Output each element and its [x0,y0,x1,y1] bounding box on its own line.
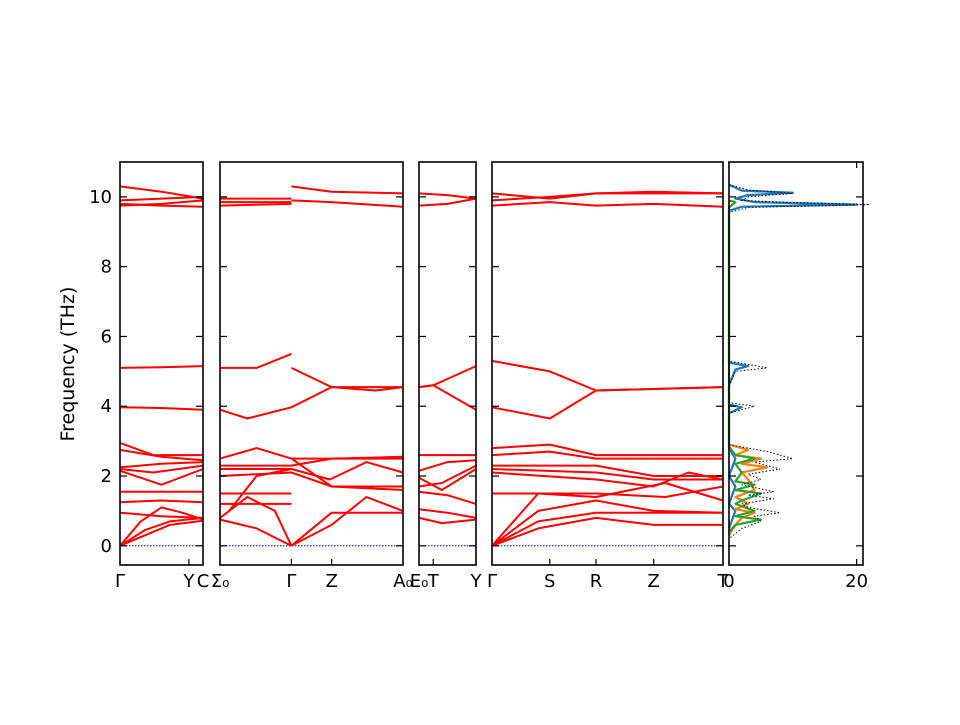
band-line-0-12 [119,499,204,504]
band-line-3-7 [492,464,723,477]
x-tick-label-0-2: C [197,571,210,592]
x-tick-label-3-3: Z [648,571,660,592]
band-line-1-9 [219,447,404,460]
band-line-0-4 [119,365,204,369]
band-line-3-11 [491,482,724,547]
x-tick-label-2-0: E₀ [410,571,429,592]
band-line-1-5 [220,352,292,369]
band-line-3-3 [491,359,724,392]
band-line-1-16 [290,496,404,547]
band-line-1-10 [220,457,403,467]
band-line-1-19 [219,496,293,547]
band-line-0-0 [119,185,204,200]
band-panel-0 [119,161,204,566]
y-axis-label: Frequency (THz) [57,287,79,442]
x-tick-label-3-2: R [590,571,603,592]
band-line-3-14 [491,516,723,547]
x-tick-label-1-2: Z [325,571,337,592]
y-tick-label: 10 [89,187,112,208]
band-line-0-6 [119,441,203,457]
band-line-0-14 [119,506,204,547]
x-tick-label-2-2: Y [470,571,483,592]
band-line-3-12 [491,499,724,547]
band-line-0-1 [119,195,204,202]
band-line-2-8 [418,490,477,505]
dos-panel [728,161,864,566]
band-line-2-3 [418,384,477,411]
band-line-1-7 [290,366,403,389]
x-tick-label-1-3: A₀ [393,571,413,592]
band-line-1-12 [219,471,403,488]
band-line-2-2 [418,365,477,389]
y-tick-label: 4 [101,396,112,417]
x-tick-label-1-1: Γ [286,571,296,592]
band-line-0-3 [119,202,204,208]
band-line-1-4 [291,199,404,208]
band-line-2-9 [418,508,477,519]
x-tick-label-0-0: Γ [115,571,125,592]
band-line-2-1 [418,197,477,207]
band-line-3-1 [491,192,723,202]
band-line-2-10 [418,516,477,525]
band-panel-1 [219,161,404,566]
band-panel-2 [418,161,477,566]
x-tick-label-3-1: S [544,571,555,592]
dos-x-tick-label-1: 20 [845,571,868,592]
band-line-0-9 [119,464,204,474]
band-line-3-9 [491,471,724,488]
y-tick-label: 8 [101,257,112,278]
x-tick-label-0-1: Y [182,571,195,592]
band-line-1-17 [290,511,403,547]
band-line-1-11 [220,461,404,481]
band-line-1-8 [290,386,404,409]
band-line-3-5 [491,443,723,457]
band-line-0-10 [119,468,204,486]
dos-x-tick-label-0: 0 [723,571,734,592]
band-line-0-16 [119,519,204,547]
band-line-1-3 [291,185,404,195]
x-tick-label-3-0: Γ [487,571,497,592]
band-line-3-8 [491,468,723,481]
band-line-3-2 [491,201,724,208]
band-line-3-4 [491,386,724,420]
band-panel-3 [491,161,724,566]
band-line-3-13 [491,511,723,547]
y-tick-label: 6 [101,326,112,347]
x-tick-label-1-0: Σ₀ [211,571,230,592]
band-line-3-6 [491,450,723,460]
band-line-0-8 [119,461,204,469]
band-line-0-5 [119,406,204,411]
x-tick-label-2-1: T [427,571,440,592]
band-line-0-7 [119,448,204,462]
y-tick-label: 2 [101,466,112,487]
x-tick-label-3-4: T [717,571,730,592]
band-line-2-7 [418,464,477,488]
band-line-2-6 [418,468,477,491]
band-line-1-6 [219,406,292,420]
band-line-2-5 [418,459,477,472]
band-line-1-2 [219,202,292,207]
band-line-2-0 [418,192,477,200]
band-line-1-20 [228,468,292,512]
y-tick-label: 0 [101,536,112,557]
band-line-0-15 [119,516,204,547]
dos-series-0 [727,183,858,529]
band-line-1-15 [290,457,404,491]
band-line-1-18 [219,518,292,547]
band-line-0-13 [119,511,204,519]
